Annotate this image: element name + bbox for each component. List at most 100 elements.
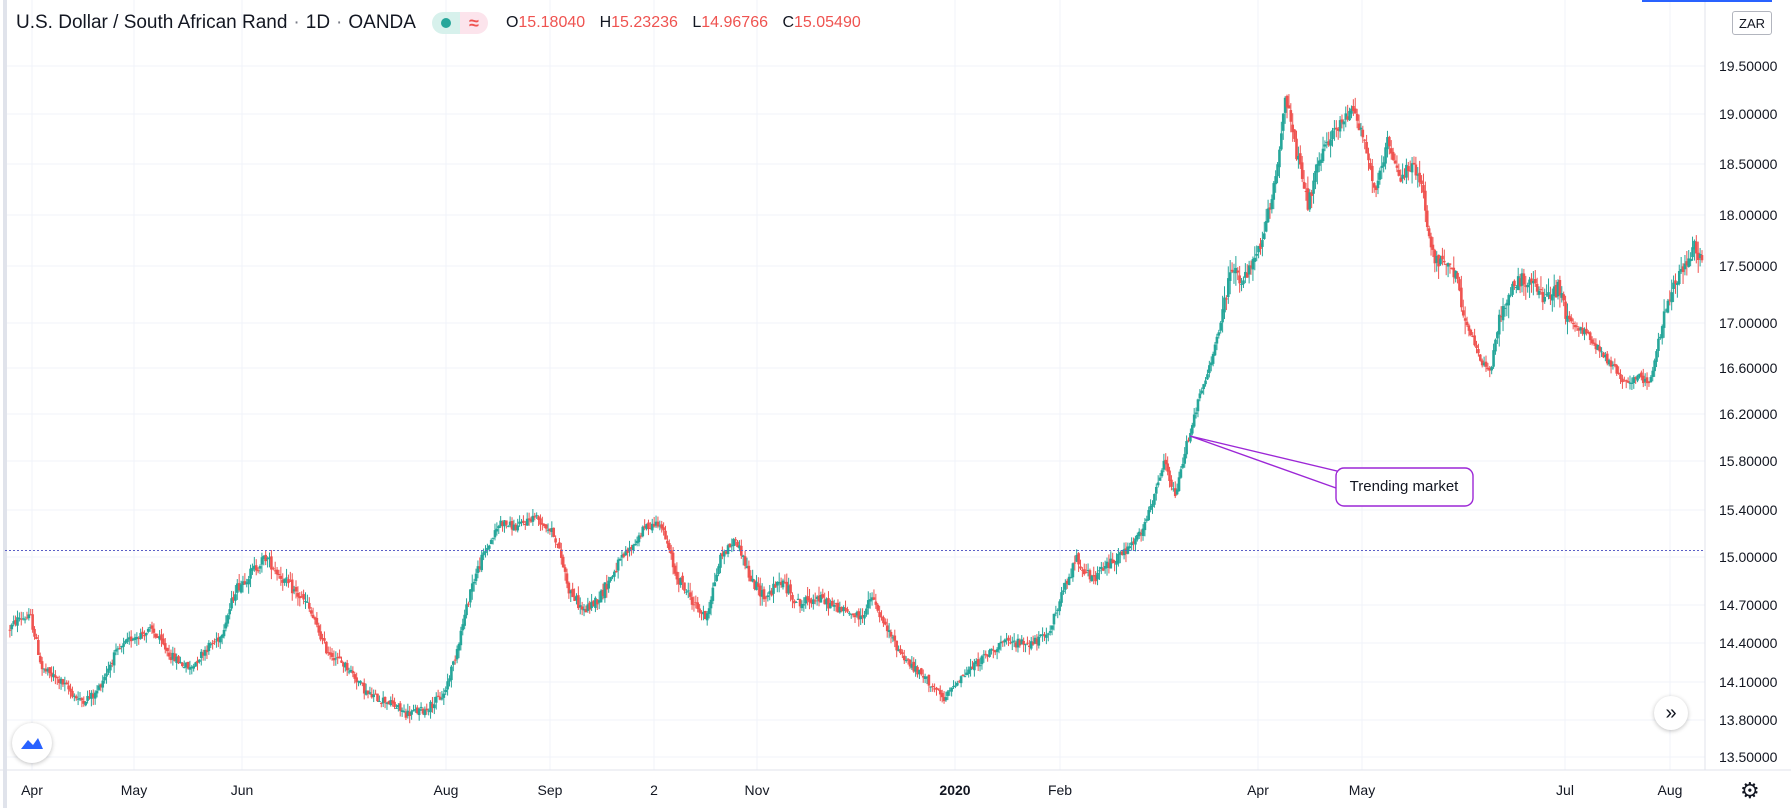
candles[interactable] [8,94,1704,724]
candle [1643,373,1647,387]
candle-body [486,547,489,550]
candle [321,633,324,645]
candle [188,660,192,675]
scroll-to-realtime-button[interactable]: » [1654,696,1688,730]
candle [1340,114,1344,129]
candle [1598,340,1601,358]
candle-body [821,594,825,598]
candle [353,671,357,684]
candle [1090,574,1094,582]
candle-body [550,527,554,533]
candle-body [1467,325,1471,331]
candle-body [527,518,531,520]
candle-body [601,589,605,597]
candle [1147,506,1151,522]
candle [1624,379,1628,389]
candle [120,645,123,653]
candle [690,590,694,610]
candle [1154,483,1158,501]
candle-body [1147,510,1151,521]
candle-body [1336,128,1340,131]
candle-body [230,598,233,609]
candle [213,638,216,645]
candle-body [387,701,391,705]
candle-body [505,520,508,525]
exchange[interactable]: OANDA [348,12,416,33]
candle [93,690,97,705]
currency-button[interactable]: ZAR [1732,11,1772,35]
candle [55,676,59,685]
candle-body [1399,177,1403,182]
candle-body [520,522,523,524]
candle-body [1365,141,1368,154]
candle [383,696,387,709]
candle [904,656,908,663]
symbol-legend[interactable]: U.S. Dollar / South African Rand · 1D · … [16,11,861,35]
candle-body [1041,634,1044,636]
candle [154,633,158,639]
candle-body [90,692,93,699]
settings-gear-icon[interactable]: ⚙ [1740,778,1760,803]
candle [1552,274,1556,308]
candle [848,611,851,616]
candle-body [302,594,305,600]
candle-body [1056,609,1060,611]
candle-body [188,667,192,670]
candle-body [861,615,864,617]
candle [1028,640,1031,655]
interval[interactable]: 1D [305,12,331,33]
candle [1463,306,1467,335]
market-status-badge[interactable]: ≈ [431,12,488,34]
candle [31,609,34,633]
candle-body [988,650,991,657]
candle [910,656,914,670]
candle [1086,563,1090,577]
candle [1164,453,1168,471]
candle-body [1628,382,1632,384]
candle [304,592,307,609]
candle [505,520,508,529]
candle [1067,573,1071,586]
candle-body [1672,282,1675,289]
candle [921,669,925,683]
annotation[interactable]: Trending market [1189,435,1474,507]
candle-body [669,550,673,554]
candle-body [1352,105,1355,112]
candle [48,667,51,679]
candle-body [1674,280,1677,284]
candle [1321,136,1325,163]
candle [508,516,512,528]
tradingview-logo-icon[interactable] [12,723,52,763]
candle [1473,328,1476,347]
candle-body [1590,339,1594,344]
candle-body [1480,360,1484,366]
candle-body [395,707,398,709]
candle-body [1454,270,1457,279]
candle [1113,559,1116,572]
candle-body [182,667,186,669]
candle [497,524,501,535]
candle [376,693,379,702]
candle [984,650,988,659]
candle-body [819,594,823,603]
candle [1399,169,1403,183]
candle-body [1238,275,1241,284]
candle-body [584,608,588,613]
candle [501,520,504,532]
candle-body [1533,279,1537,284]
candle [1257,245,1260,259]
symbol-name[interactable]: U.S. Dollar / South African Rand [16,12,288,33]
candle [774,581,777,588]
candle-body [539,518,542,525]
candle [927,674,931,693]
candle [1266,199,1270,223]
candle-body [654,521,658,526]
candle-body [1623,380,1626,382]
time-tick-label: Aug [1658,782,1683,798]
candle [1329,131,1332,158]
candle [1111,552,1115,564]
candle [844,600,847,613]
